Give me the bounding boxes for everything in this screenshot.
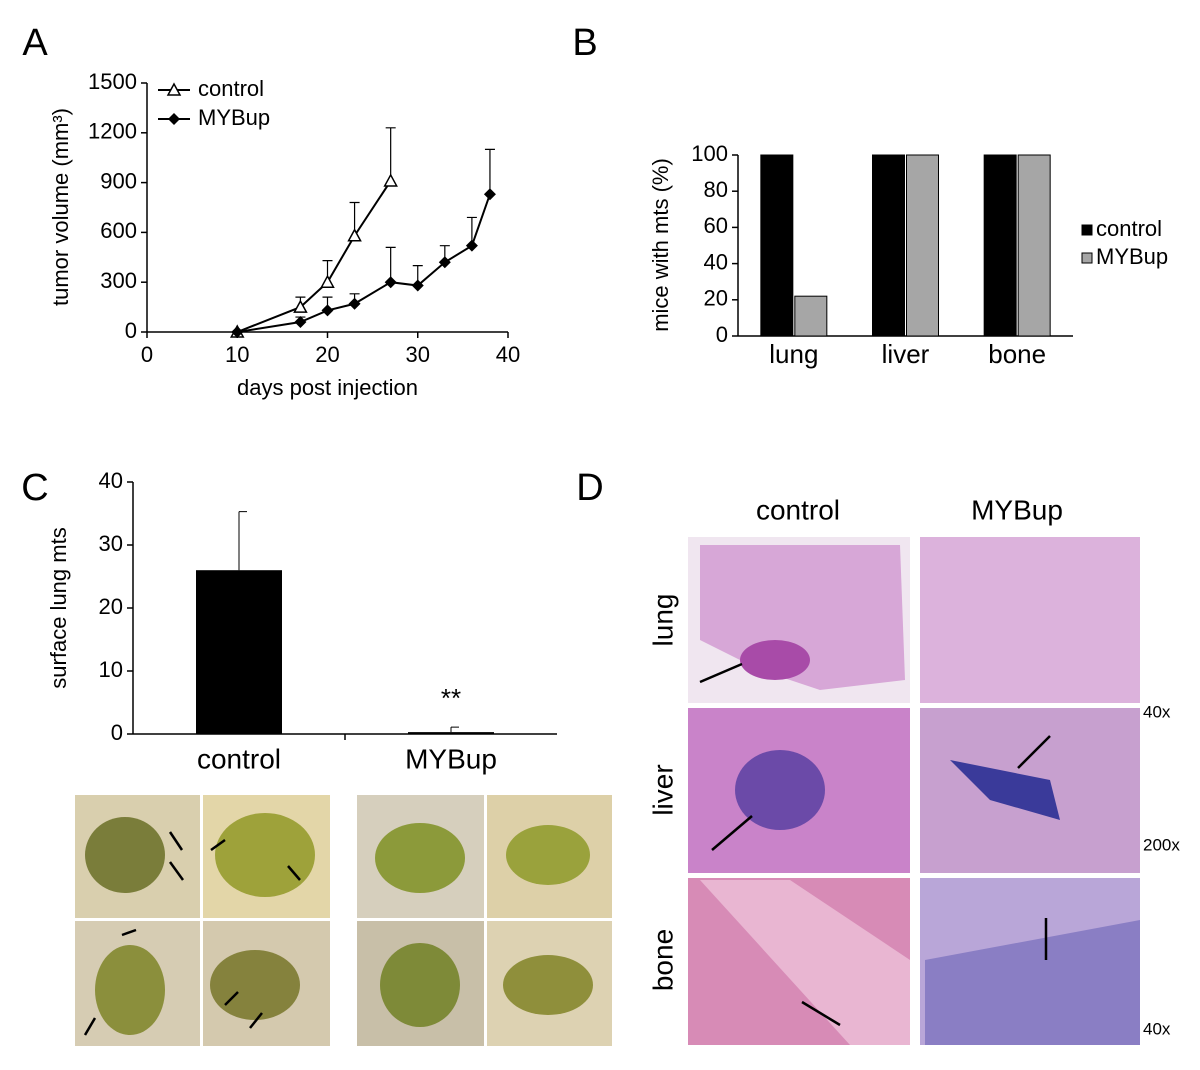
y-tick-label: 60 (704, 213, 728, 238)
x-tick-label: bone (988, 339, 1046, 369)
marker (465, 239, 478, 252)
y-tick-label: 600 (100, 218, 137, 243)
row-label: lung (647, 594, 678, 647)
lung (380, 943, 460, 1027)
marker (438, 256, 451, 269)
y-tick-label: 30 (99, 531, 123, 556)
y-tick-label: 10 (99, 657, 123, 682)
bar (906, 154, 939, 337)
lung (506, 825, 590, 885)
arrows (83, 831, 301, 1036)
y-tick-label: 40 (99, 468, 123, 493)
y-tick-label: 80 (704, 177, 728, 202)
marker (166, 82, 182, 96)
y-tick-label: 0 (125, 318, 137, 343)
x-tick-label: control (197, 743, 281, 774)
y-tick-label: 40 (704, 249, 728, 274)
tissue (735, 750, 825, 830)
marker (231, 326, 244, 338)
lung (215, 813, 315, 897)
x-tick-label: liver (882, 339, 930, 369)
legend-swatch (1081, 252, 1093, 264)
marker (347, 228, 362, 242)
y-tick-label: 0 (111, 720, 123, 745)
column-label: control (756, 494, 840, 525)
y-tick-label: 900 (100, 168, 137, 193)
line (236, 180, 392, 333)
marker (293, 299, 308, 313)
x-tick-label: MYBup (405, 743, 497, 774)
x-tick-label: 0 (141, 342, 153, 367)
marker (383, 173, 398, 187)
error-bar (238, 511, 247, 571)
lung (210, 950, 300, 1020)
marker (321, 304, 334, 317)
tissue (950, 760, 1060, 820)
magnification: 40x (1143, 702, 1171, 721)
histology-images (688, 537, 1140, 1045)
bar (196, 570, 282, 734)
marker (168, 113, 180, 125)
y-tick-label: 300 (100, 268, 137, 293)
marker (384, 276, 397, 289)
y-tick-label: 1500 (88, 69, 137, 94)
panel-label: B (572, 22, 597, 64)
y-tick-label: 20 (704, 286, 728, 311)
y-axis-label: tumor volume (mm³) (48, 108, 73, 306)
line (237, 193, 491, 333)
y-tick-label: 0 (716, 322, 728, 347)
annotation: ** (441, 683, 461, 713)
bar (760, 154, 794, 337)
tissue (700, 880, 910, 1045)
row-label: bone (647, 929, 678, 991)
marker (348, 297, 361, 310)
lung (375, 823, 465, 893)
legend-label: control (198, 76, 264, 101)
error-bar (385, 127, 396, 181)
marker (294, 316, 307, 329)
x-tick-label: 40 (496, 342, 520, 367)
legend-label: MYBup (1096, 244, 1168, 269)
x-axis-label: days post injection (237, 375, 418, 400)
lung (85, 817, 165, 893)
panel-label: C (21, 467, 48, 509)
bar (408, 732, 494, 734)
lung (503, 955, 593, 1015)
y-axis-label: surface lung mts (46, 527, 71, 688)
legend-label: control (1096, 216, 1162, 241)
panel-label: D (576, 467, 603, 509)
lung-photos (75, 795, 612, 1046)
tissue (925, 920, 1140, 1045)
tissue (740, 640, 810, 680)
legend-label: MYBup (198, 105, 270, 130)
bar (872, 154, 905, 337)
row-label: liver (647, 764, 678, 815)
arrows (699, 662, 1051, 1027)
x-tick-label: 30 (406, 342, 430, 367)
x-tick-label: lung (769, 339, 818, 369)
bar (794, 295, 828, 337)
panel-label: A (22, 22, 48, 64)
error-bar (484, 148, 495, 195)
magnification: 200x (1143, 835, 1180, 854)
y-tick-label: 100 (691, 141, 728, 166)
bar (1017, 154, 1051, 337)
x-tick-label: 10 (225, 342, 249, 367)
marker (483, 188, 496, 201)
magnification: 40x (1143, 1019, 1171, 1038)
y-tick-label: 1200 (88, 119, 137, 144)
lung (95, 945, 165, 1035)
error-bar (450, 726, 459, 733)
column-label: MYBup (971, 494, 1063, 525)
histology-image (920, 537, 1140, 703)
legend-swatch (1081, 224, 1093, 236)
bar (983, 154, 1017, 337)
marker (411, 279, 424, 292)
y-tick-label: 20 (99, 594, 123, 619)
y-axis-label: mice with mts (%) (648, 158, 673, 332)
x-tick-label: 20 (315, 342, 339, 367)
marker (320, 274, 335, 288)
